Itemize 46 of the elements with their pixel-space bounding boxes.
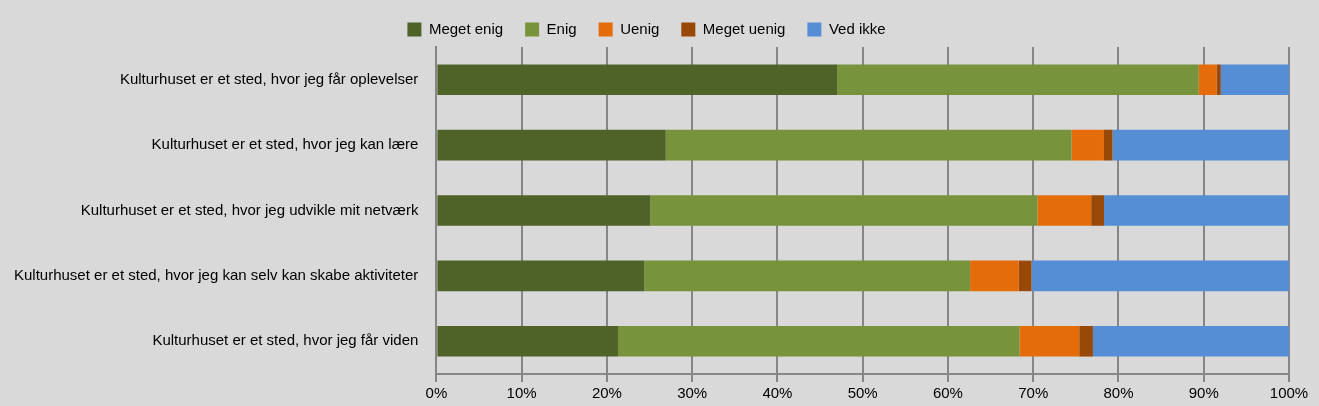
bar bbox=[437, 260, 645, 292]
x-tick-label: 40% bbox=[762, 384, 793, 402]
bar bbox=[644, 260, 971, 292]
y-tick-label: Kulturhuset er et sted, hvor jeg kan lære bbox=[151, 135, 419, 153]
x-tick-label: 0% bbox=[425, 384, 448, 402]
x-tick-label: 90% bbox=[1188, 384, 1219, 402]
bar bbox=[1079, 326, 1093, 357]
bar bbox=[837, 64, 1199, 95]
bar bbox=[665, 129, 1072, 161]
x-tick-label: 50% bbox=[847, 384, 878, 402]
legend-label: Ved ikke bbox=[828, 19, 886, 37]
y-tick-label: Kulturhuset er et sted, hvor jeg får viden bbox=[152, 331, 419, 349]
x-tick-label: 60% bbox=[932, 384, 963, 402]
x-tick-label: 30% bbox=[677, 384, 708, 402]
bar bbox=[1071, 129, 1104, 161]
bar bbox=[1031, 260, 1289, 292]
bar bbox=[970, 260, 1019, 292]
bar bbox=[437, 64, 838, 95]
legend-label: Meget enig bbox=[428, 19, 504, 37]
bar bbox=[1019, 326, 1080, 357]
bar bbox=[1198, 64, 1217, 95]
bar bbox=[1220, 64, 1289, 95]
bar bbox=[1103, 195, 1289, 226]
x-tick-label: 10% bbox=[506, 384, 537, 402]
legend-label: Meget uenig bbox=[702, 19, 786, 37]
bar bbox=[437, 129, 666, 161]
bar bbox=[437, 195, 651, 226]
legend-label: Uenig bbox=[620, 19, 660, 37]
x-tick-label: 20% bbox=[591, 384, 622, 402]
bar bbox=[1092, 326, 1289, 357]
legend-label: Enig bbox=[546, 19, 577, 37]
x-tick-label: 70% bbox=[1018, 384, 1049, 402]
bar bbox=[1018, 260, 1032, 292]
bar bbox=[1112, 129, 1289, 161]
x-tick-label: 100% bbox=[1269, 384, 1309, 402]
bar bbox=[1037, 195, 1092, 226]
y-tick-label: Kulturhuset er et sted, hvor jeg får oplevelser bbox=[119, 69, 419, 87]
y-tick-label: Kulturhuset er et sted, hvor jeg udvikle mit netværk bbox=[80, 200, 419, 218]
bar bbox=[1103, 129, 1113, 161]
bar bbox=[1091, 195, 1104, 226]
x-tick-label: 80% bbox=[1103, 384, 1134, 402]
bar bbox=[617, 326, 1020, 357]
bar bbox=[650, 195, 1038, 226]
y-tick-label: Kulturhuset er et sted, hvor jeg kan selv kan skabe aktiviteter bbox=[13, 266, 419, 284]
bar bbox=[1216, 64, 1221, 95]
bar bbox=[437, 326, 618, 357]
